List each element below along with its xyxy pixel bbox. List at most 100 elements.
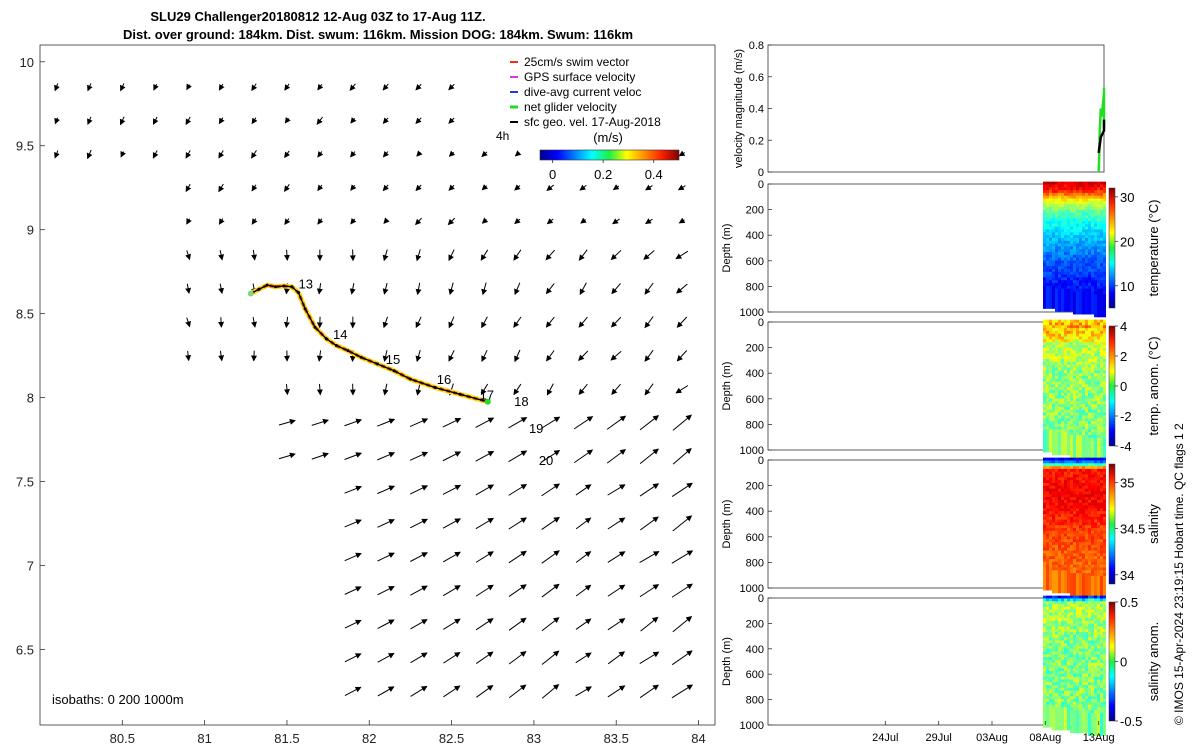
- section-cell: [1064, 288, 1067, 312]
- velocity-arrow: [410, 652, 428, 664]
- velocity-arrow: [645, 218, 653, 224]
- velocity-arrow: [87, 116, 93, 126]
- track-point: [257, 287, 261, 291]
- velocity-arrow: [573, 416, 594, 430]
- section-colorbar-tick-label: 34: [1120, 568, 1134, 583]
- velocity-arrow: [541, 483, 561, 497]
- velocity-ylabel: velocity magnitude (m/s): [733, 49, 745, 168]
- section-cell: [1055, 707, 1058, 731]
- section-colorbar-tick-label: 0: [1120, 655, 1127, 670]
- velocity-arrow: [508, 517, 527, 530]
- velocity-arrow: [185, 250, 191, 261]
- velocity-arrow: [514, 184, 521, 191]
- velocity-arrow: [377, 586, 395, 596]
- section-ytick-label: 800: [746, 281, 764, 293]
- velocity-series-line: [1097, 119, 1106, 154]
- velocity-arrow: [251, 117, 258, 125]
- velocity-arrow: [278, 419, 296, 426]
- section-cell: [1070, 573, 1073, 597]
- day-label: 16: [437, 372, 451, 387]
- velocity-arrow: [575, 652, 592, 664]
- velocity-arrow: [508, 617, 527, 631]
- section-ytick-label: 600: [746, 532, 764, 544]
- velocity-arrow: [475, 517, 495, 530]
- velocity-arrow: [541, 583, 560, 598]
- velocity-arrow: [278, 452, 296, 460]
- section-ytick-label: 0: [758, 593, 764, 605]
- section-ytick-label: 1000: [740, 307, 764, 319]
- velocity-arrow: [671, 650, 693, 666]
- velocity-arrow: [676, 283, 688, 294]
- velocity-arrow: [251, 317, 257, 328]
- velocity-arrow: [54, 150, 60, 159]
- velocity-arrow: [377, 619, 395, 629]
- velocity-arrow: [119, 116, 126, 126]
- section-cell: [1061, 288, 1064, 312]
- velocity-arrow: [508, 584, 527, 597]
- velocity-arrow: [87, 83, 93, 92]
- velocity-arrow: [508, 550, 527, 564]
- section-ytick-label: 200: [746, 481, 764, 493]
- map-xtick-label: 81: [197, 731, 211, 746]
- track-point: [303, 307, 307, 311]
- velocity-arrow: [344, 586, 362, 595]
- map-ytick-label: 10: [20, 55, 34, 70]
- section-cell: [1091, 712, 1094, 736]
- section-cell: [1076, 710, 1079, 734]
- track-point: [392, 369, 396, 373]
- velocity-arrow: [610, 316, 622, 328]
- velocity-arrow: [283, 249, 290, 261]
- section-cell: [1052, 432, 1055, 456]
- section-cell: [1058, 432, 1061, 456]
- velocity-arrow: [672, 414, 692, 431]
- section-cell: [1094, 294, 1097, 318]
- velocity-arrow: [185, 116, 192, 126]
- time-xtick-label: 08Aug: [1029, 732, 1061, 744]
- section-cell: [1067, 707, 1070, 731]
- section-cell: [1055, 288, 1058, 312]
- velocity-arrow: [251, 184, 258, 192]
- velocity-arrow: [382, 117, 389, 124]
- velocity-arrow: [443, 685, 461, 698]
- day-label: 18: [514, 394, 528, 409]
- section-cell: [1103, 437, 1106, 461]
- velocity-arrow: [575, 517, 592, 530]
- velocity-arrow: [311, 418, 329, 426]
- section-cell: [1070, 288, 1073, 312]
- velocity-arrow: [546, 383, 554, 396]
- velocity-arrow: [644, 282, 654, 295]
- track-point: [265, 283, 269, 287]
- velocity-arrow: [508, 483, 528, 496]
- velocity-arrow: [644, 316, 654, 329]
- velocity-arrow: [481, 316, 488, 329]
- velocity-arrow: [541, 617, 560, 632]
- section-cell: [1094, 712, 1097, 736]
- section-colorbar: [1108, 325, 1116, 447]
- section-ytick-label: 800: [746, 419, 764, 431]
- velocity-arrow: [639, 551, 660, 564]
- section-colorbar-tick-label: 34.5: [1120, 522, 1145, 537]
- glider-track: [247, 282, 491, 405]
- velocity-arrow: [344, 619, 362, 629]
- velocity-arrow: [349, 283, 356, 295]
- map-ytick-label: 6.5: [16, 642, 34, 657]
- velocity-arrow: [610, 350, 622, 361]
- section-cell: [1082, 291, 1085, 315]
- section-temp_anom: 0 200 400 600 800 1000 Depth (m) -4 -2 0 2 4 temp. a…: [721, 317, 1161, 461]
- section-ylabel: Depth (m): [721, 637, 733, 686]
- velocity-arrow: [185, 350, 192, 362]
- section-sal_anom: 0 200 400 600 800 1000 Depth (m) -0.5 0 0.5 salini…: [721, 593, 1161, 736]
- velocity-ytick-label: 0.4: [749, 104, 764, 116]
- velocity-arrow: [481, 217, 489, 224]
- track-point: [433, 386, 437, 390]
- map-xtick-label: 81.5: [274, 731, 299, 746]
- time-xtick-label: 29Jul: [926, 732, 952, 744]
- velocity-arrow: [611, 283, 621, 295]
- velocity-arrow: [475, 551, 494, 563]
- track-point: [273, 285, 277, 289]
- velocity-arrow: [607, 584, 626, 597]
- section-ytick-label: 1000: [740, 445, 764, 457]
- velocity-arrow: [644, 349, 654, 362]
- velocity-arrow: [475, 584, 494, 597]
- velocity-arrow: [415, 383, 422, 396]
